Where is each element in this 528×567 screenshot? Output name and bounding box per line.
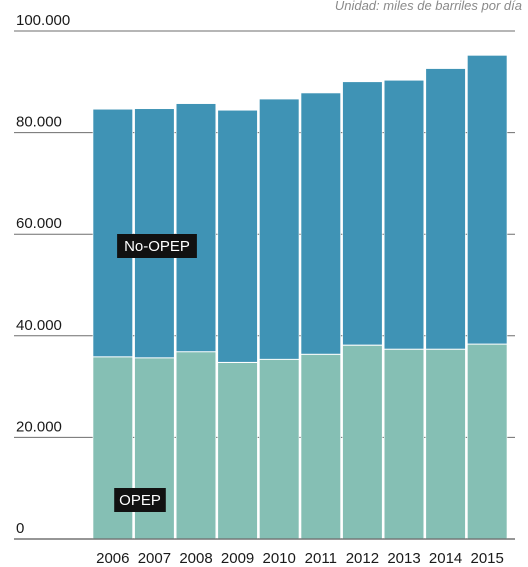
- bar-opep-2014: [425, 348, 466, 540]
- series-label-no-opep: No-OPEP: [117, 234, 197, 258]
- bar-no-opep-2015: [467, 55, 508, 345]
- bar-opep-2009: [217, 361, 258, 540]
- bar-opep-2015: [467, 343, 508, 540]
- bar-no-opep-2011: [300, 92, 341, 355]
- series-label-box: [117, 234, 197, 258]
- x-tick-label: 2010: [263, 550, 296, 567]
- bar-no-opep-2007: [134, 108, 175, 358]
- y-tick-label: 20.000: [16, 418, 62, 435]
- bar-no-opep-2009: [217, 109, 258, 363]
- x-tick-label: 2012: [346, 550, 379, 567]
- series-label-text: OPEP: [119, 492, 161, 509]
- y-tick-label: 80.000: [16, 114, 62, 131]
- y-tick-label: 40.000: [16, 317, 62, 334]
- bar-no-opep-2014: [425, 68, 466, 350]
- bar-opep-2013: [383, 348, 425, 540]
- x-tick-label: 2006: [96, 550, 129, 567]
- x-tick-label: 2008: [179, 550, 212, 567]
- x-tick-label: 2013: [387, 550, 420, 567]
- y-tick-label: 60.000: [16, 215, 62, 232]
- x-tick-label: 2014: [429, 550, 462, 567]
- bar-no-opep-2006: [92, 108, 133, 357]
- bar-opep-2010: [259, 358, 300, 540]
- x-tick-label: 2011: [305, 550, 337, 567]
- series-label-opep: OPEP: [114, 488, 166, 512]
- series-label-box: [114, 488, 166, 512]
- x-tick-label: 2007: [138, 550, 171, 567]
- bar-no-opep-2012: [342, 81, 383, 346]
- unit-note: Unidad: miles de barriles por día: [334, 0, 522, 13]
- y-tick-label: 100.000: [16, 12, 70, 29]
- bar-no-opep-2013: [383, 79, 425, 350]
- series-label-text: No-OPEP: [124, 238, 190, 255]
- bar-opep-2012: [342, 344, 383, 540]
- bar-no-opep-2008: [175, 103, 217, 352]
- y-tick-label: 0: [16, 520, 24, 537]
- bar-opep-2008: [175, 351, 217, 540]
- bar-no-opep-2010: [259, 98, 300, 360]
- x-tick-label: 2009: [221, 550, 254, 567]
- bar-opep-2011: [300, 353, 341, 540]
- x-tick-label: 2015: [471, 550, 504, 567]
